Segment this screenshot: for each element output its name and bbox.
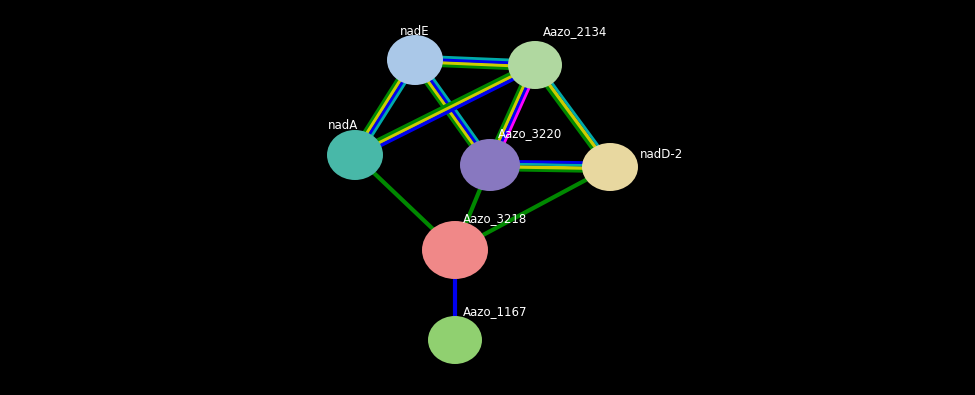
Text: Aazo_3220: Aazo_3220	[498, 127, 563, 140]
Text: nadA: nadA	[328, 119, 358, 132]
Ellipse shape	[508, 41, 562, 89]
Ellipse shape	[428, 316, 482, 364]
Text: Aazo_1167: Aazo_1167	[463, 305, 527, 318]
Ellipse shape	[387, 35, 443, 85]
Text: nadD-2: nadD-2	[640, 149, 683, 162]
Text: Aazo_2134: Aazo_2134	[543, 25, 607, 38]
Ellipse shape	[327, 130, 383, 180]
Text: nadE: nadE	[400, 25, 430, 38]
Ellipse shape	[582, 143, 638, 191]
Text: Aazo_3218: Aazo_3218	[463, 212, 527, 225]
Ellipse shape	[422, 221, 488, 279]
Ellipse shape	[460, 139, 520, 191]
